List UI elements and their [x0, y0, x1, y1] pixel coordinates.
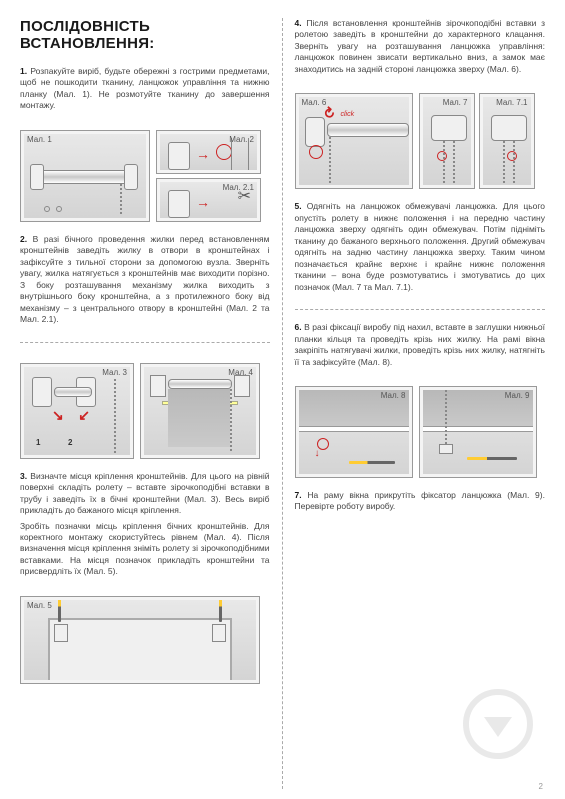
figure-3-label: Мал. 3 [102, 368, 127, 377]
figure-21-label: Мал. 2.1 [223, 183, 254, 192]
step-1-text: 1. Розпакуйте виріб, будьте обережні з г… [20, 66, 270, 112]
step-5: 5. Одягніть на ланцюжок обмежувачі ланцю… [295, 201, 546, 293]
figure-9: Мал. 9 [419, 386, 537, 478]
step-5-text: 5. Одягніть на ланцюжок обмежувачі ланцю… [295, 201, 546, 293]
figure-row-1: Мал. 1 Мал. 2 → [20, 130, 270, 222]
figure-5: Мал. 5 [20, 596, 260, 684]
figure-8: Мал. 8 ↓ [295, 386, 413, 478]
figure-4: Мал. 4 [140, 363, 260, 459]
step-5-body: Одягніть на ланцюжок обмежувачі ланцюжка… [295, 201, 546, 291]
figure-2-1: Мал. 2.1 → ✂ [156, 178, 261, 222]
figure-row-3: Мал. 5 [20, 596, 270, 684]
step-6-text: 6. В разі фіксації виробу під нахил, вст… [295, 322, 546, 368]
step-4-text: 4. Після встановлення кронштейнів зірочк… [295, 18, 546, 75]
step-6-num: 6. [295, 322, 302, 332]
divider-2 [295, 309, 546, 310]
figure-9-label: Мал. 9 [505, 391, 530, 400]
figure-1-label: Мал. 1 [27, 135, 52, 144]
step-3-num: 3. [20, 471, 27, 481]
figure-2-label: Мал. 2 [229, 135, 254, 144]
figure-6-label: Мал. 6 [302, 98, 327, 107]
step-3-body: Визначте місця кріплення кронштейнів. Дл… [20, 471, 270, 515]
step-7-body: На раму вікна прикрутіть фіксатор ланцюж… [295, 490, 545, 511]
figure-2: Мал. 2 → [156, 130, 261, 174]
step-2-body: В разі бічного проведення жилки перед вс… [20, 234, 270, 324]
step-4: 4. Після встановлення кронштейнів зірочк… [295, 18, 546, 75]
step-2-num: 2. [20, 234, 27, 244]
page-title: Послідовність встановлення: [20, 18, 270, 52]
step-3b-text: Зробіть позначки місць кріплення бічних … [20, 521, 270, 578]
step-5-num: 5. [295, 201, 302, 211]
divider-1 [20, 342, 270, 343]
figure-4-label: Мал. 4 [228, 368, 253, 377]
step-4-num: 4. [295, 18, 302, 28]
step-7-num: 7. [295, 490, 302, 500]
figure-row-5: Мал. 8 ↓ Мал. 9 [295, 386, 546, 478]
step-7-text: 7. На раму вікна прикрутіть фіксатор лан… [295, 490, 546, 513]
watermark-icon [463, 689, 533, 759]
step-2-text: 2. В разі бічного проведення жилки перед… [20, 234, 270, 326]
figure-71-label: Мал. 7.1 [496, 98, 527, 107]
step-3: 3. Визначте місця кріплення кронштейнів.… [20, 471, 270, 578]
figure-row-2: Мал. 3 ↘ ↙ 1 2 Мал. 4 [20, 363, 270, 459]
page-number: 2 [539, 782, 543, 791]
step-3-text: 3. Визначте місця кріплення кронштейнів.… [20, 471, 270, 517]
step-1: 1. Розпакуйте виріб, будьте обережні з г… [20, 66, 270, 112]
figure-1: Мал. 1 [20, 130, 150, 222]
step-4-body: Після встановлення кронштейнів зірочкопо… [295, 18, 546, 74]
figure-row-4: Мал. 6 ↻ click Мал. 7 [295, 93, 546, 189]
figure-8-label: Мал. 8 [381, 391, 406, 400]
step-7: 7. На раму вікна прикрутіть фіксатор лан… [295, 490, 546, 513]
step-1-num: 1. [20, 66, 27, 76]
figure-6: Мал. 6 ↻ click [295, 93, 413, 189]
step-6: 6. В разі фіксації виробу під нахил, вст… [295, 322, 546, 368]
click-label: click [341, 111, 355, 118]
figure-5-label: Мал. 5 [27, 601, 52, 610]
figure-7-label: Мал. 7 [443, 98, 468, 107]
figure-3: Мал. 3 ↘ ↙ 1 2 [20, 363, 134, 459]
figure-7: Мал. 7 [419, 93, 475, 189]
figure-7-1: Мал. 7.1 [479, 93, 535, 189]
step-1-body: Розпакуйте виріб, будьте обережні з гост… [20, 66, 270, 110]
step-2: 2. В разі бічного проведення жилки перед… [20, 234, 270, 326]
step-6-body: В разі фіксації виробу під нахил, вставт… [295, 322, 546, 366]
